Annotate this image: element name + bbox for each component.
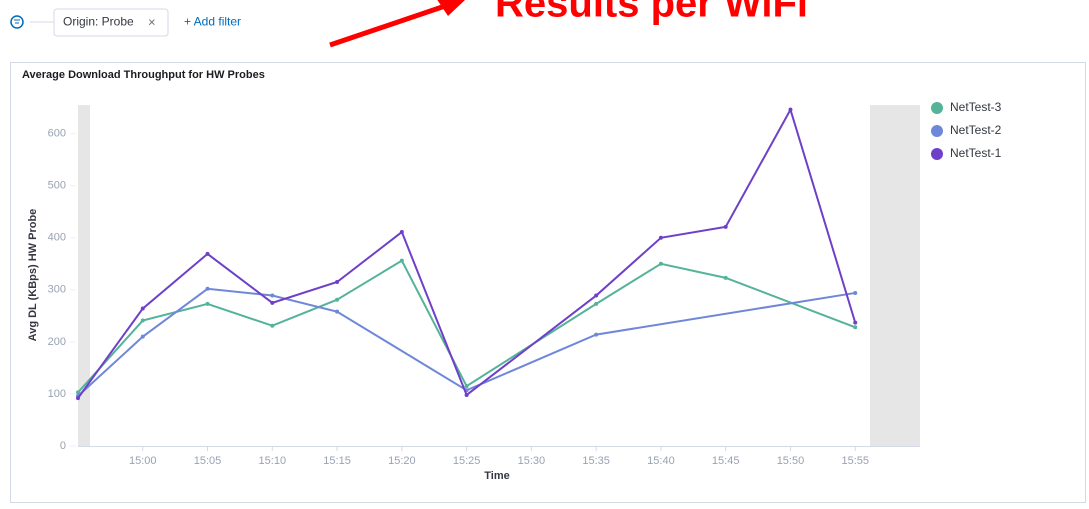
point	[270, 293, 275, 298]
point	[335, 280, 340, 285]
point	[853, 325, 858, 330]
point	[140, 318, 145, 323]
x-tick-label: 15:55	[841, 455, 869, 467]
arrow	[329, 2, 449, 48]
x-axis-label: Time	[484, 470, 509, 482]
panel	[10, 62, 1086, 503]
point	[270, 300, 275, 305]
series-line	[77, 107, 857, 399]
point	[723, 275, 728, 280]
out-of-range	[870, 105, 920, 446]
x-tick-label: 15:25	[453, 455, 481, 467]
point	[594, 301, 599, 306]
x-tick-label: 15:35	[582, 455, 610, 467]
point	[205, 251, 210, 256]
legend-label[interactable]: NetTest-3	[950, 100, 1002, 114]
legend-swatch	[931, 102, 943, 114]
point	[594, 332, 599, 337]
filter-pill[interactable]	[53, 8, 169, 37]
x-tick-label: 15:20	[388, 455, 416, 467]
add-filter[interactable]: + Add filter	[184, 15, 241, 29]
point	[140, 334, 145, 339]
point	[723, 224, 728, 229]
out-of-range	[78, 105, 90, 446]
y-axis-label: Avg DL (KBps) HW Probe	[27, 209, 39, 342]
x-tick-label: 15:50	[777, 455, 805, 467]
y-tick-label: 200	[48, 336, 66, 348]
point	[658, 261, 663, 266]
point	[853, 320, 858, 325]
point	[205, 301, 210, 306]
legend-label[interactable]: NetTest-2	[950, 123, 1002, 137]
point	[140, 306, 145, 311]
y-tick-label: 600	[48, 128, 66, 140]
y-tick-label: 300	[48, 284, 66, 296]
x-tick-label: 15:00	[129, 455, 157, 467]
chart-title: Average Download Throughput for HW Probe…	[22, 69, 265, 81]
point	[788, 107, 793, 112]
point	[464, 384, 469, 389]
point	[76, 390, 80, 395]
series-line	[77, 287, 856, 397]
y-tick-label: 400	[48, 232, 66, 244]
filter-remove[interactable]: ×	[148, 14, 156, 29]
x-tick-label: 15:10	[259, 455, 287, 467]
filter-icon[interactable]	[10, 15, 24, 29]
legend-label[interactable]: NetTest-1	[950, 146, 1002, 160]
y-tick-label: 0	[60, 440, 66, 452]
x-tick-label: 15:15	[323, 455, 351, 467]
x-tick-label: 15:45	[712, 455, 740, 467]
y-tick-label: 100	[48, 388, 66, 400]
point	[464, 392, 469, 397]
x-tick-label: 15:40	[647, 455, 675, 467]
point	[205, 286, 210, 291]
legend-swatch	[931, 125, 943, 137]
point	[658, 235, 663, 240]
point	[594, 293, 599, 298]
point	[399, 230, 404, 235]
point	[270, 323, 275, 328]
y-tick-label: 500	[48, 180, 66, 192]
x-tick-label: 15:05	[194, 455, 222, 467]
arrow-head	[437, 0, 465, 16]
point	[853, 290, 858, 295]
point	[335, 297, 340, 302]
filter-text: Origin: Probe	[63, 15, 134, 29]
point	[399, 258, 404, 263]
annotation: Results per WiFi	[495, 0, 808, 26]
legend-swatch	[931, 148, 943, 160]
point	[335, 309, 340, 314]
point	[76, 396, 80, 401]
x-tick-label: 15:30	[518, 455, 546, 467]
